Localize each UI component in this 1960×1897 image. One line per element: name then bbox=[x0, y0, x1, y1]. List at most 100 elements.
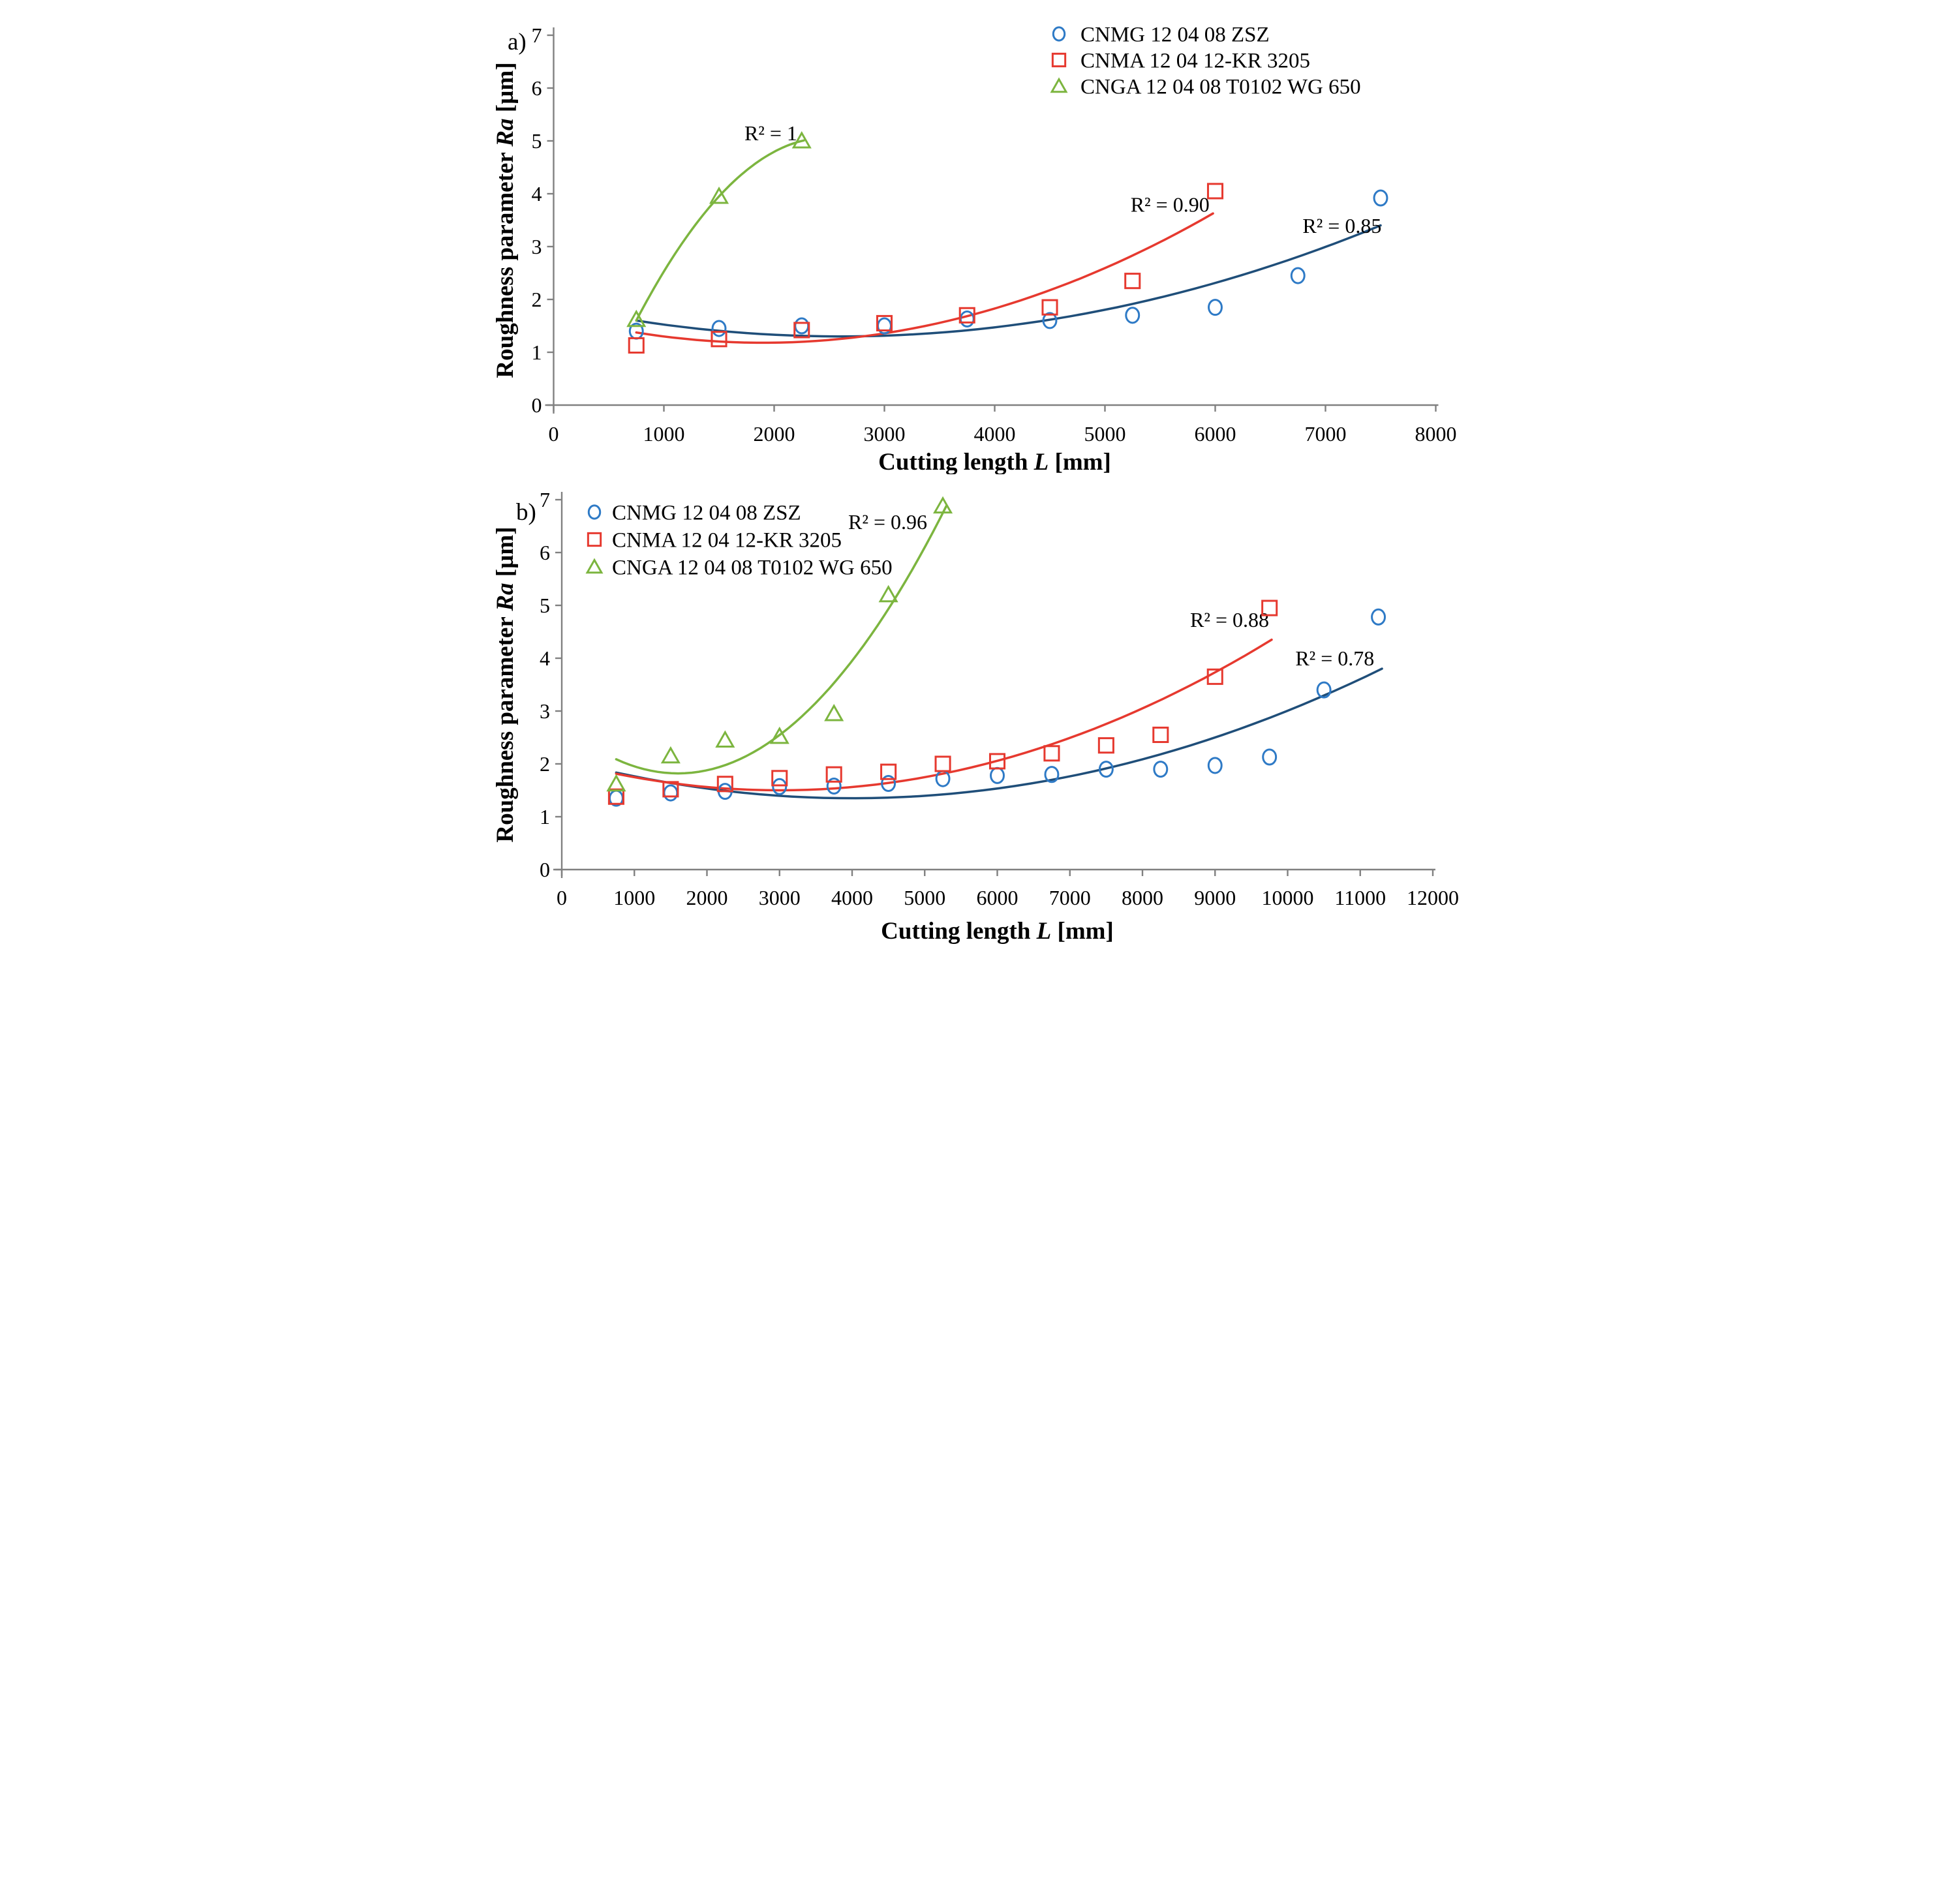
trend-line-triangle bbox=[635, 139, 805, 322]
data-point bbox=[958, 307, 975, 324]
legend-label: CNMA 12 04 12-KR 3205 bbox=[612, 529, 842, 553]
r2-annotation: R² = 0.78 bbox=[1295, 646, 1374, 670]
y-axis-title: Roughness parameter Ra [µm] bbox=[492, 62, 519, 378]
data-point bbox=[626, 309, 647, 327]
x-tick-label: 5000 bbox=[1084, 422, 1126, 446]
y-tick-label: 6 bbox=[540, 541, 550, 564]
data-point bbox=[1042, 312, 1058, 329]
data-point bbox=[715, 730, 735, 748]
data-point bbox=[660, 746, 681, 764]
data-point bbox=[662, 781, 679, 798]
y-tick-label: 3 bbox=[540, 699, 550, 723]
data-point bbox=[881, 774, 896, 792]
data-point bbox=[880, 763, 897, 780]
x-tick-label: 6000 bbox=[1195, 422, 1236, 446]
data-point bbox=[1153, 761, 1169, 778]
data-point bbox=[1208, 299, 1223, 316]
x-tick-label: 0 bbox=[557, 886, 567, 909]
legend-marker-circle bbox=[587, 504, 602, 520]
series-square bbox=[628, 183, 1224, 354]
y-tick-label: 5 bbox=[532, 129, 542, 153]
data-point bbox=[709, 187, 729, 204]
y-tick-label: 1 bbox=[532, 341, 542, 364]
legend: CNMG 12 04 08 ZSZ CNMA 12 04 12-KR 3205 CN… bbox=[585, 502, 893, 580]
figure: 0 1000 2000 3000 4000 5000 6000 7000 8000 0 1 2 3 4 5 6… bbox=[490, 0, 1470, 948]
data-point bbox=[772, 778, 788, 795]
series-triangle bbox=[626, 130, 812, 327]
series-square bbox=[607, 599, 1278, 805]
r2-annotation: R² = 0.85 bbox=[1302, 214, 1381, 237]
trend-line-circle bbox=[635, 224, 1382, 338]
trend-line-circle bbox=[615, 667, 1383, 800]
y-tick-label: 4 bbox=[540, 646, 550, 670]
x-tick-label: 8000 bbox=[1415, 422, 1457, 446]
data-point bbox=[1097, 737, 1114, 754]
x-tick-label: 7000 bbox=[1049, 886, 1091, 909]
legend-label: CNMG 12 04 08 ZSZ bbox=[1080, 23, 1270, 47]
y-tick-label: 7 bbox=[540, 488, 550, 511]
legend-marker-square bbox=[1051, 52, 1067, 68]
data-point bbox=[990, 766, 1005, 784]
legend-label: CNMG 12 04 08 ZSZ bbox=[612, 502, 801, 525]
data-point bbox=[1044, 766, 1060, 783]
y-tick-label: 7 bbox=[532, 23, 542, 47]
data-point bbox=[1316, 681, 1332, 699]
x-tick-label: 0 bbox=[549, 422, 559, 446]
y-tick-label: 4 bbox=[532, 182, 542, 205]
data-point bbox=[876, 314, 893, 331]
y-tick-label: 6 bbox=[532, 76, 542, 100]
data-point bbox=[663, 784, 679, 802]
x-tick-label: 1000 bbox=[613, 886, 655, 909]
data-point bbox=[711, 320, 727, 337]
data-point bbox=[878, 584, 898, 603]
x-tick-label: 5000 bbox=[904, 886, 945, 909]
x-tick-label: 3000 bbox=[759, 886, 801, 909]
r2-annotation: R² = 0.90 bbox=[1131, 192, 1210, 216]
x-tick-label: 6000 bbox=[977, 886, 1018, 909]
data-point bbox=[1371, 608, 1386, 626]
r2-annotation: R² = 1 bbox=[744, 121, 797, 145]
data-point bbox=[826, 778, 842, 795]
x-tick-label: 11000 bbox=[1334, 886, 1386, 909]
x-tick-label: 2000 bbox=[686, 886, 728, 909]
x-tick-label: 8000 bbox=[1122, 886, 1163, 909]
data-point bbox=[1261, 599, 1278, 616]
data-point bbox=[1206, 668, 1223, 685]
data-point bbox=[933, 496, 953, 514]
chart-b: 0 1000 2000 3000 4000 5000 6000 7000 8000 9000 100… bbox=[490, 474, 1470, 948]
legend-marker-square bbox=[587, 532, 602, 547]
y-tick-label: 5 bbox=[540, 594, 550, 617]
data-point bbox=[793, 322, 810, 339]
x-tick-label: 3000 bbox=[864, 422, 906, 446]
data-point bbox=[1290, 267, 1306, 284]
data-point bbox=[1152, 726, 1169, 743]
data-point bbox=[769, 726, 789, 744]
data-point bbox=[959, 310, 975, 327]
legend-label: CNGA 12 04 08 T0102 WG 650 bbox=[1080, 76, 1361, 99]
r2-annotation: R² = 0.88 bbox=[1190, 608, 1269, 631]
data-point bbox=[1206, 183, 1224, 200]
x-tick-label: 9000 bbox=[1194, 886, 1236, 909]
data-point bbox=[606, 774, 626, 792]
data-point bbox=[1041, 299, 1058, 316]
chart-a: 0 1000 2000 3000 4000 5000 6000 7000 8000 0 1 2 3 4 5 6… bbox=[490, 0, 1470, 474]
data-point bbox=[711, 331, 727, 348]
data-point bbox=[934, 755, 951, 772]
data-point bbox=[771, 770, 788, 787]
data-point bbox=[628, 337, 645, 354]
data-point bbox=[716, 776, 733, 793]
trend-line-square bbox=[635, 212, 1214, 344]
legend-label: CNGA 12 04 08 T0102 WG 650 bbox=[612, 556, 893, 580]
x-tick-label: 7000 bbox=[1305, 422, 1347, 446]
y-tick-label: 2 bbox=[540, 752, 550, 776]
panel-label: a) bbox=[508, 29, 527, 55]
x-tick-label: 1000 bbox=[643, 422, 685, 446]
y-tick-label: 1 bbox=[540, 805, 550, 828]
x-tick-label: 12000 bbox=[1407, 886, 1459, 909]
legend-marker-circle bbox=[1052, 26, 1066, 42]
data-point bbox=[1125, 307, 1141, 324]
y-tick-label: 0 bbox=[540, 858, 550, 881]
r2-annotation: R² = 0.96 bbox=[848, 510, 927, 534]
data-point bbox=[1207, 757, 1223, 774]
data-point bbox=[1098, 761, 1114, 778]
